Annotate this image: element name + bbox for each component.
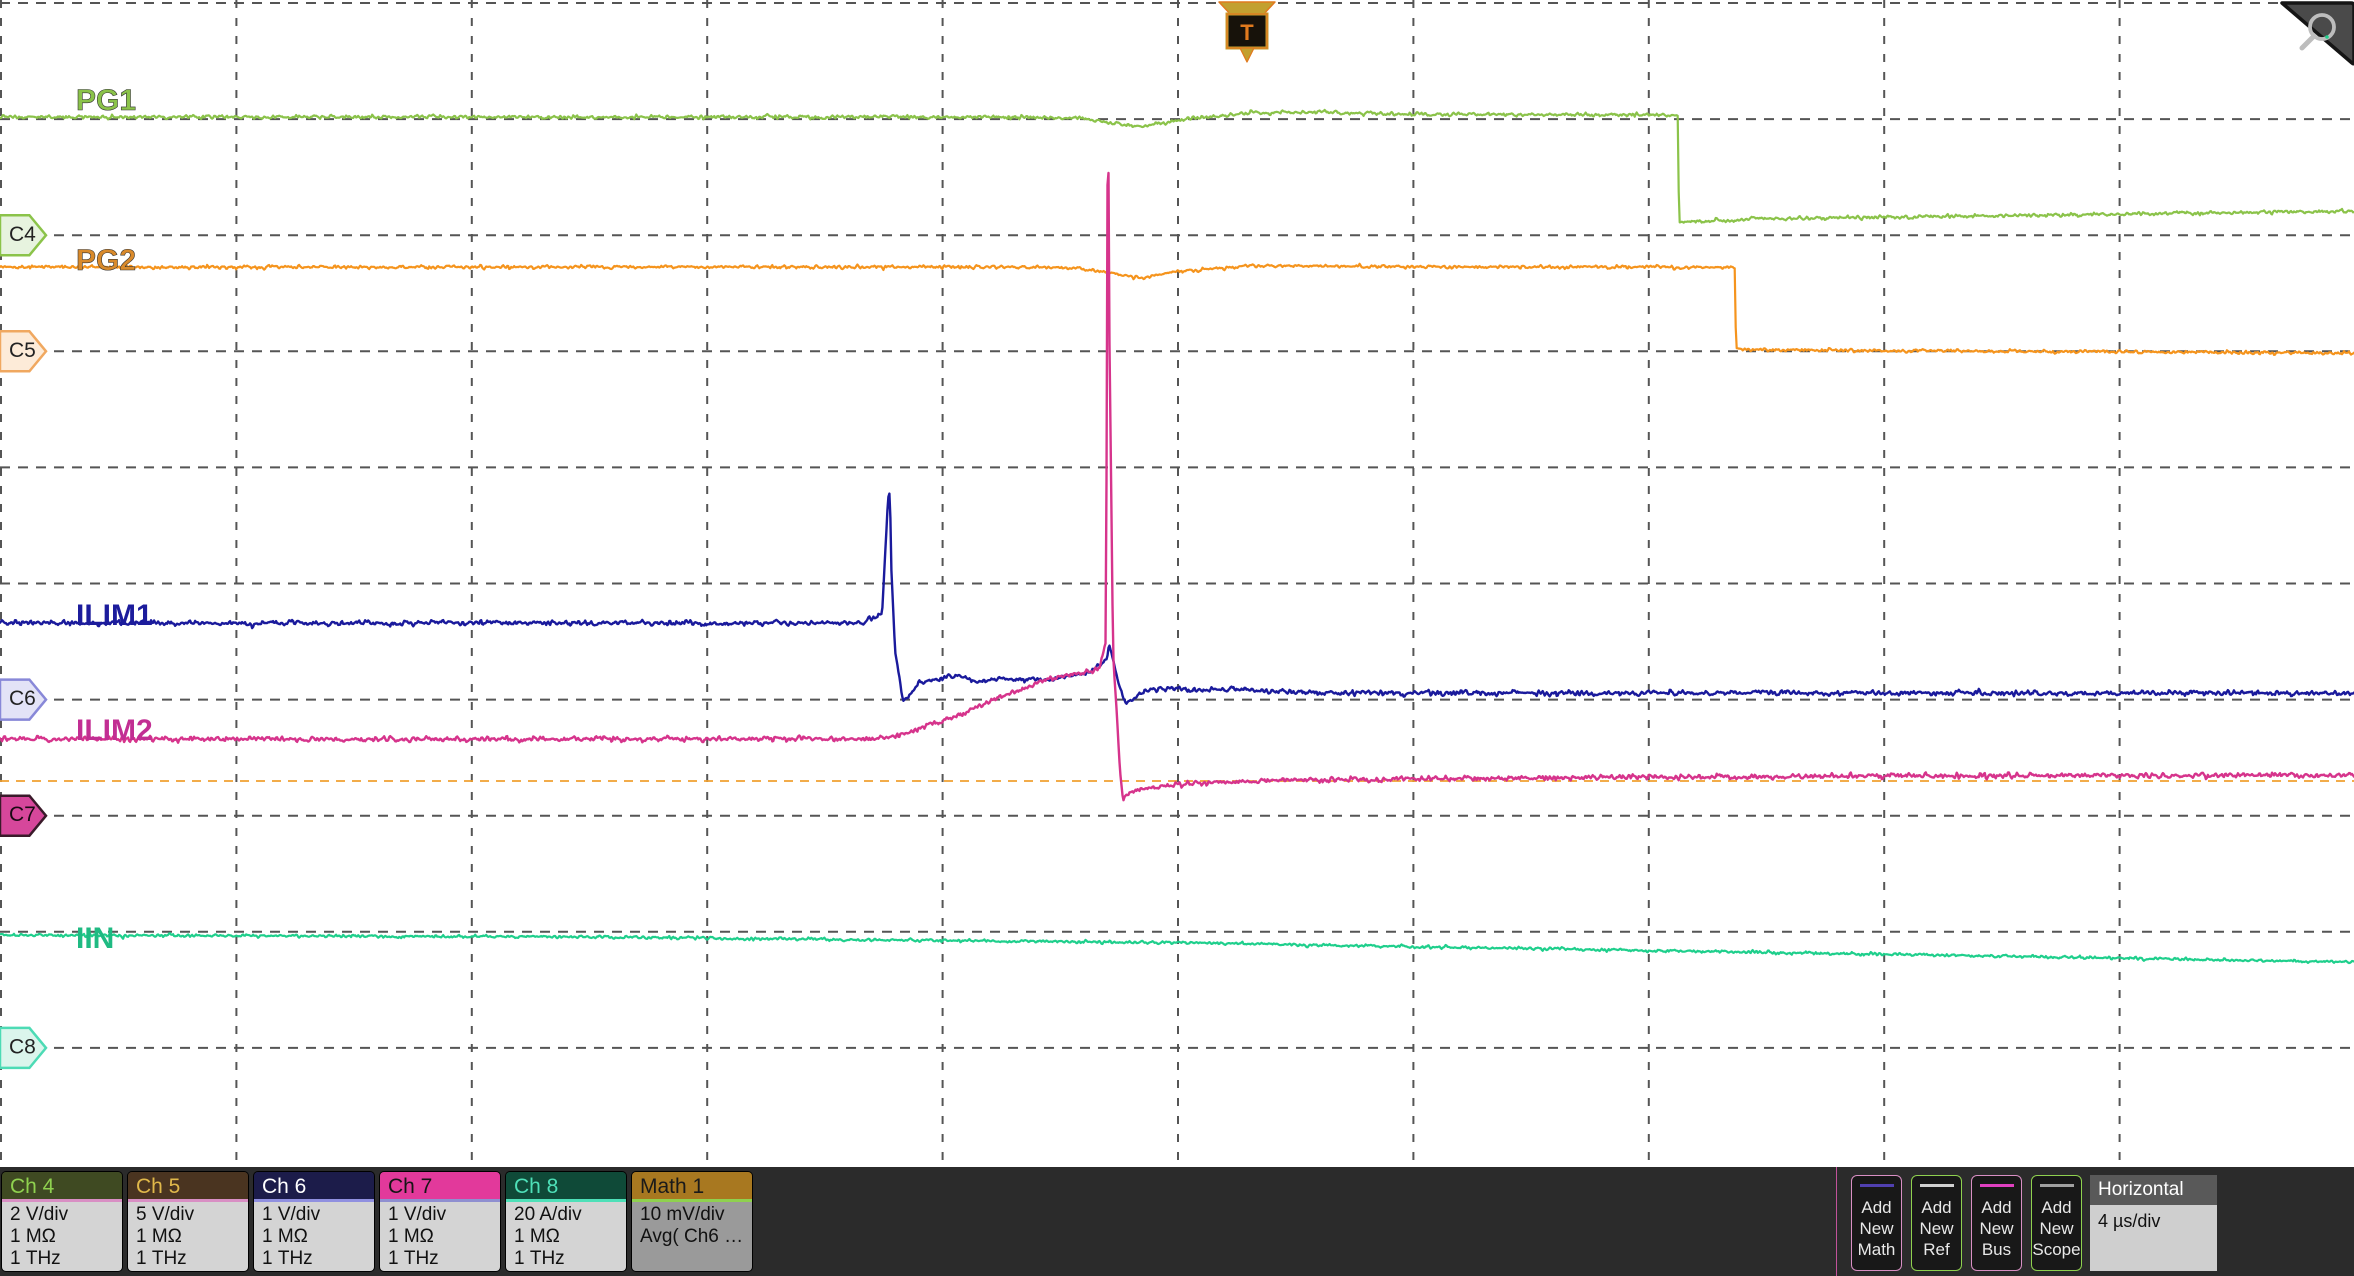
svg-text:T: T — [1240, 20, 1254, 45]
svg-text:PG1: PG1 — [76, 84, 136, 117]
svg-text:C6: C6 — [9, 687, 36, 710]
svg-text:ILIM2: ILIM2 — [76, 714, 153, 747]
svg-text:C7: C7 — [9, 803, 36, 826]
svg-text:C8: C8 — [9, 1036, 36, 1059]
svg-text:C4: C4 — [9, 223, 36, 246]
svg-text:IIN: IIN — [76, 922, 114, 955]
svg-text:PG2: PG2 — [76, 244, 136, 277]
svg-text:ILIM1: ILIM1 — [76, 599, 153, 632]
svg-text:C5: C5 — [9, 339, 36, 362]
